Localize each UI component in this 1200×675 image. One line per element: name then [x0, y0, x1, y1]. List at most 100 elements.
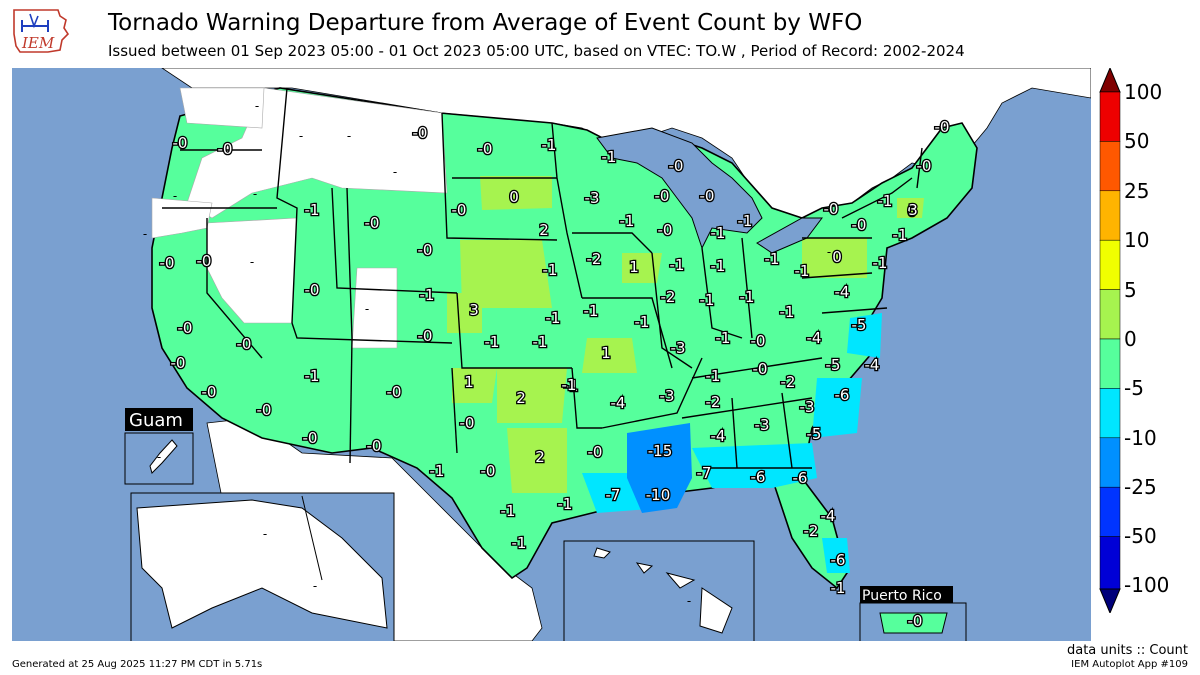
- wfo-value: -0: [460, 414, 475, 432]
- legend-bins: [1099, 91, 1121, 590]
- wfo-value: -1: [740, 288, 755, 306]
- wfo-value: 1: [629, 258, 639, 276]
- wfo-value: -5: [807, 425, 822, 443]
- bin-neg10-neg5-sc: [812, 378, 862, 438]
- wfo-value: -1: [584, 302, 599, 320]
- no-value-marker: -: [347, 129, 351, 143]
- bin-neg10-neg5-sfl: [822, 538, 850, 573]
- iem-logo: IEM: [13, 9, 70, 53]
- wfo-value: -1: [542, 136, 557, 154]
- wfo-value: -0: [171, 354, 186, 372]
- bin-0-5-ma: [897, 198, 924, 218]
- bin-0-5-ok: [452, 368, 497, 403]
- legend-tick: -50: [1124, 524, 1157, 548]
- wfo-value: -1: [873, 254, 888, 272]
- wfo-value: -1: [765, 250, 780, 268]
- legend-tick: 5: [1124, 278, 1137, 302]
- wfo-value: -1: [831, 579, 846, 597]
- wfo-value: -0: [202, 383, 217, 401]
- wfo-value: -15: [648, 442, 673, 460]
- wfo-value: -0: [481, 462, 496, 480]
- wfo-value: -3: [755, 416, 770, 434]
- guam-label: Guam: [129, 410, 183, 431]
- wfo-value: -0: [852, 216, 867, 234]
- wfo-value: 1: [601, 344, 611, 362]
- wfo-value: -0: [669, 157, 684, 175]
- bin-0-5-pa: [802, 238, 867, 278]
- wfo-value: -2: [781, 373, 796, 391]
- wfo-value: 0: [832, 248, 842, 266]
- wfo-value: -0: [303, 429, 318, 447]
- nodata-area-wa: [179, 87, 265, 129]
- wfo-value: -0: [824, 200, 839, 218]
- wfo-value: 2: [539, 221, 549, 239]
- wfo-value: -1: [546, 309, 561, 327]
- wfo-value: -0: [237, 335, 252, 353]
- wfo-value: -6: [751, 468, 766, 486]
- legend-ticks: 100 50 25 10 5 0 -5 -10 -25 -50 -100: [1124, 80, 1169, 597]
- wfo-value: -3: [671, 339, 686, 357]
- wfo-value: -1: [430, 462, 445, 480]
- wfo-value: 0: [907, 202, 917, 220]
- wfo-value: -4: [807, 329, 822, 347]
- no-value-marker: -: [263, 527, 267, 541]
- wfo-value: -1: [716, 329, 731, 347]
- bin-0-5-ks: [447, 293, 482, 333]
- wfo-value: -5: [852, 316, 867, 334]
- no-value-marker: -: [250, 255, 254, 269]
- wfo-value: -0: [655, 187, 670, 205]
- wfo-value: -6: [831, 551, 846, 569]
- wfo-value: -0: [218, 140, 233, 158]
- guam-inset: Guam: [124, 408, 194, 485]
- lake-erie: [756, 217, 823, 254]
- wfo-value: -1: [602, 148, 617, 166]
- no-value-markers: - - - - - - - - - - - - - -: [143, 99, 831, 608]
- map-subtitle: Issued between 01 Sep 2023 05:00 - 01 Oc…: [108, 42, 965, 60]
- wfo-value: -0: [305, 281, 320, 299]
- no-value-marker: -: [365, 302, 369, 316]
- legend-tick: 50: [1124, 129, 1149, 153]
- wfo-value: -0: [935, 118, 950, 136]
- wfo-value: 2: [535, 448, 545, 466]
- no-value-marker: -: [253, 187, 257, 201]
- colorbar-legend: 100 50 25 10 5 0 -5 -10 -25 -50 -100: [1099, 68, 1169, 613]
- legend-tick: 25: [1124, 179, 1149, 203]
- wfo-value: -5: [826, 356, 841, 374]
- data-units: data units :: Count: [1066, 643, 1188, 658]
- wfo-value: -1: [512, 534, 527, 552]
- wfo-value: -1: [305, 201, 320, 219]
- wfo-value: -1: [780, 303, 795, 321]
- no-value-marker: -: [299, 129, 303, 143]
- wfo-value: -1: [562, 376, 577, 394]
- wfo-value: -7: [606, 486, 621, 504]
- wfo-value: -3: [585, 189, 600, 207]
- wfo-value: -2: [661, 288, 676, 306]
- wfo-value: -1: [620, 212, 635, 230]
- puerto-rico-inset: Puerto Rico: [859, 586, 967, 641]
- wfo-value: -0: [413, 124, 428, 142]
- wfo-value: -1: [893, 226, 908, 244]
- wfo-value: -4: [611, 394, 626, 412]
- wfo-value: -1: [711, 224, 726, 242]
- no-value-marker: -: [173, 189, 177, 203]
- legend-tick: 10: [1124, 228, 1149, 252]
- wfo-value: -0: [173, 134, 188, 152]
- legend-tick: -10: [1124, 426, 1157, 450]
- wfo-value: -6: [835, 386, 850, 404]
- wfo-value: -1: [305, 367, 320, 385]
- legend-tick: -5: [1124, 376, 1144, 400]
- wfo-value: -10: [646, 486, 671, 504]
- app-id: IEM Autoplot App #109: [1071, 659, 1188, 670]
- legend-tick: -25: [1124, 475, 1157, 499]
- wfo-value: -7: [697, 464, 712, 482]
- wfo-value: -0: [197, 252, 212, 270]
- map-title: Tornado Warning Departure from Average o…: [108, 10, 863, 36]
- wfo-value: -4: [711, 427, 726, 445]
- legend-arrow-top: [1099, 68, 1121, 93]
- wfo-value: -0: [418, 327, 433, 345]
- legend-tick: 100: [1124, 80, 1162, 104]
- wfo-value: -1: [706, 367, 721, 385]
- wfo-value: -1: [795, 262, 810, 280]
- great-lakes: [596, 127, 763, 250]
- no-value-marker: -: [313, 579, 317, 593]
